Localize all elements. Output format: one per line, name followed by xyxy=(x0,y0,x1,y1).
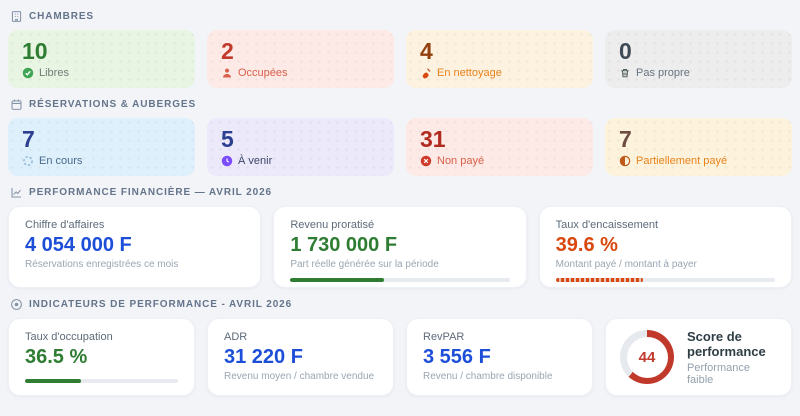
stat-card-partiellement-paye: 7 Partiellement payé xyxy=(605,118,792,176)
metric-value: 1 730 000 F xyxy=(290,234,398,256)
metric-caption: Part réelle générée sur la période xyxy=(290,259,439,270)
broom-icon xyxy=(422,68,431,79)
metric-label: RevPAR xyxy=(423,331,465,343)
stat-card-occupees: 2 Occupées xyxy=(207,30,394,88)
stat-label: Partiellement payé xyxy=(636,155,728,167)
progress-track xyxy=(555,278,775,282)
metric-card-taux-encaissement: Taux d'encaissement 39.6 % Montant payé … xyxy=(538,206,792,288)
metric-caption: Revenu / chambre disponible xyxy=(423,371,553,382)
metric-label: Taux d'encaissement xyxy=(555,219,659,231)
reservations-cards: 7 En cours 5 À venir 31 xyxy=(8,118,792,176)
metric-value: 31 220 F xyxy=(224,346,303,368)
chambres-cards: 10 Libres 2 Occupées 4 xyxy=(8,30,792,88)
score-gauge: 44 xyxy=(620,330,674,384)
finance-cards: Chiffre d'affaires 4 054 000 F Réservati… xyxy=(8,206,792,288)
stat-value: 0 xyxy=(619,38,632,64)
metric-value: 3 556 F xyxy=(423,346,491,368)
line-chart-icon xyxy=(11,188,21,198)
progress-fill xyxy=(555,278,643,282)
building-icon xyxy=(11,11,22,22)
progress-track xyxy=(290,278,510,282)
stat-card-libres: 10 Libres xyxy=(8,30,195,88)
stat-card-en-nettoyage: 4 En nettoyage xyxy=(406,30,593,88)
stat-value: 7 xyxy=(619,126,632,152)
stat-value: 5 xyxy=(221,126,234,152)
section-title: PERFORMANCE FINANCIÈRE — AVRIL 2026 xyxy=(29,187,273,198)
stat-value: 31 xyxy=(420,126,446,152)
metric-card-revenu-proratise: Revenu proratisé 1 730 000 F Part réelle… xyxy=(273,206,527,288)
metric-caption: Revenu moyen / chambre vendue xyxy=(224,371,375,382)
progress-fill xyxy=(25,379,81,383)
stat-card-non-paye: 31 Non payé xyxy=(406,118,593,176)
target-icon xyxy=(11,299,22,310)
stat-label: Libres xyxy=(39,67,69,79)
score-title: Score de performance xyxy=(687,328,766,359)
metric-value: 4 054 000 F xyxy=(25,234,132,256)
score-value: 44 xyxy=(626,336,668,378)
stat-value: 10 xyxy=(22,38,48,64)
section-title: RÉSERVATIONS & AUBERGES xyxy=(29,99,197,110)
metric-value: 36.5 % xyxy=(25,346,88,368)
clock-icon xyxy=(221,155,233,167)
metric-card-adr: ADR 31 220 F Revenu moyen / chambre vend… xyxy=(207,318,394,396)
calendar-icon xyxy=(11,99,22,110)
metric-label: Taux d'occupation xyxy=(25,331,113,343)
spinner-icon xyxy=(23,156,33,166)
metric-label: Revenu proratisé xyxy=(290,219,375,231)
progress-track xyxy=(25,379,178,383)
x-circle-icon xyxy=(420,155,432,167)
stat-label: En nettoyage xyxy=(437,67,502,79)
section-header-reservations: RÉSERVATIONS & AUBERGES xyxy=(10,98,792,111)
metric-caption: Montant payé / montant à payer xyxy=(555,259,697,270)
section-header-indicateurs: INDICATEURS DE PERFORMANCE - AVRIL 2026 xyxy=(10,298,792,311)
stat-value: 2 xyxy=(221,38,234,64)
metric-card-revpar: RevPAR 3 556 F Revenu / chambre disponib… xyxy=(406,318,593,396)
stat-label: Non payé xyxy=(437,155,485,167)
stat-label: À venir xyxy=(238,155,273,167)
stat-card-en-cours: 7 En cours xyxy=(8,118,195,176)
section-title: INDICATEURS DE PERFORMANCE - AVRIL 2026 xyxy=(29,299,293,310)
stat-value: 7 xyxy=(22,126,35,152)
stat-label: Occupées xyxy=(238,67,288,79)
progress-fill xyxy=(290,278,384,282)
indicateurs-cards: Taux d'occupation 36.5 % ADR 31 220 F Re… xyxy=(8,318,792,396)
metric-card-chiffre-affaires: Chiffre d'affaires 4 054 000 F Réservati… xyxy=(8,206,262,288)
check-circle-icon xyxy=(22,67,34,79)
score-caption: Performance faible xyxy=(687,361,750,386)
metric-caption: Réservations enregistrées ce mois xyxy=(25,259,179,270)
stat-label: Pas propre xyxy=(636,67,690,79)
stat-value: 4 xyxy=(420,38,433,64)
section-header-chambres: CHAMBRES xyxy=(10,10,792,23)
metric-label: Chiffre d'affaires xyxy=(25,219,105,231)
section-title: CHAMBRES xyxy=(29,11,94,22)
stat-card-a-venir: 5 À venir xyxy=(207,118,394,176)
metric-card-taux-occupation: Taux d'occupation 36.5 % xyxy=(8,318,195,396)
section-header-finance: PERFORMANCE FINANCIÈRE — AVRIL 2026 xyxy=(10,186,792,199)
stat-card-pas-propre: 0 Pas propre xyxy=(605,30,792,88)
metric-value: 39.6 % xyxy=(555,234,618,256)
trash-icon xyxy=(621,68,629,78)
stat-label: En cours xyxy=(39,155,83,167)
person-icon xyxy=(222,68,232,78)
half-circle-icon xyxy=(619,155,631,167)
metric-label: ADR xyxy=(224,331,248,343)
score-card: 44 Score de performance Performance faib… xyxy=(605,318,792,396)
